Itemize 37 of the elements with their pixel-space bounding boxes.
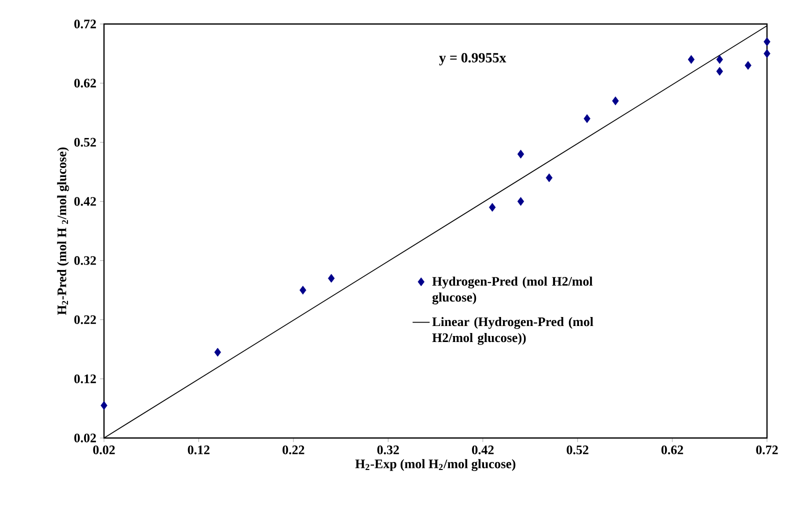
point bbox=[716, 66, 723, 76]
x-tick-label: 0.62 bbox=[661, 446, 684, 454]
legend-label: Hydrogen-Pred (mol H2/mol glucose) bbox=[432, 276, 593, 304]
x-tick-label: 0.42 bbox=[472, 446, 494, 454]
x-tick-label: 0.02 bbox=[93, 446, 115, 454]
point bbox=[517, 197, 524, 206]
point bbox=[100, 401, 108, 410]
point bbox=[488, 202, 496, 212]
annotation: y = 0.9955x bbox=[439, 53, 506, 66]
x-tick-label: 0.32 bbox=[377, 446, 399, 454]
point bbox=[546, 173, 553, 182]
point bbox=[744, 60, 752, 70]
x-tick-label: 0.72 bbox=[756, 446, 778, 454]
point bbox=[764, 49, 770, 58]
point bbox=[716, 55, 723, 64]
point bbox=[612, 96, 619, 106]
point bbox=[517, 150, 524, 159]
y-tick-label: 0.22 bbox=[74, 315, 96, 324]
y-tick-label: 0.12 bbox=[74, 374, 96, 384]
y-tick-label: 0.72 bbox=[74, 20, 96, 28]
x-axis-title: H$_{2}$-Exp (mol H$_{2}$/mol glucose) bbox=[355, 459, 516, 471]
y-tick-label: 0.52 bbox=[74, 138, 96, 147]
point bbox=[584, 114, 590, 124]
y-tick-label: 0.62 bbox=[74, 78, 96, 88]
x-tick-label: 0.12 bbox=[188, 446, 210, 454]
point bbox=[764, 37, 770, 46]
point bbox=[300, 286, 306, 295]
point bbox=[214, 348, 222, 357]
y-tick-label: 0.42 bbox=[74, 197, 96, 206]
point bbox=[688, 55, 695, 64]
y-axis-title: H$_{2}$-Pred (mol H $_{2}$/mol glucose) bbox=[57, 148, 69, 315]
y-tick-label: 0.32 bbox=[74, 256, 96, 265]
y-tick-label: 0.02 bbox=[74, 434, 96, 442]
x-tick-label: 0.52 bbox=[566, 446, 588, 454]
legend-label: Linear (Hydrogen-Pred (mol H2/mol glucose)) bbox=[432, 317, 594, 345]
x-tick-label: 0.22 bbox=[282, 446, 304, 454]
point bbox=[328, 274, 335, 283]
